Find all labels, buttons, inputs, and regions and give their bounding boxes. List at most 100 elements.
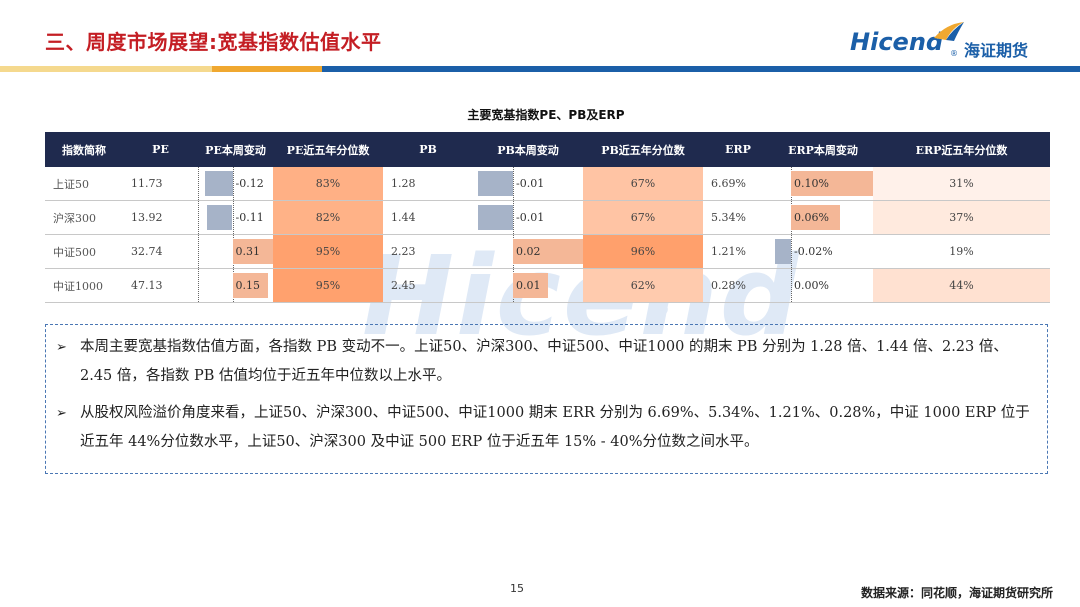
erp-change-bar bbox=[791, 171, 873, 196]
erp-change-cell: 0.06% bbox=[773, 200, 873, 235]
pb-change-bar bbox=[513, 273, 548, 298]
header-rule-orange bbox=[212, 66, 322, 72]
erp-percentile: 37% bbox=[873, 200, 1050, 235]
pe-change-cell: -0.11 bbox=[197, 200, 273, 235]
commentary-box: ➢ 本周主要宽基指数估值方面，各指数 PB 变动不一。上证50、沪深300、中证… bbox=[45, 324, 1048, 474]
watermark-reg: ® bbox=[654, 300, 670, 319]
pb-change-bar bbox=[513, 239, 583, 264]
header-rule-blue bbox=[322, 66, 1080, 72]
pe-change-axis bbox=[232, 201, 234, 234]
erp-percentile: 19% bbox=[873, 234, 1050, 269]
erp-change-cell: 0.00% bbox=[773, 268, 873, 303]
col-header: PE近五年分位数 bbox=[273, 132, 383, 167]
table-title: 主要宽基指数PE、PB及ERP bbox=[467, 108, 625, 122]
erp-change-value: 0.10% bbox=[794, 177, 829, 190]
col-header: ERP本周变动 bbox=[773, 132, 873, 167]
pe-percentile: 95% bbox=[273, 268, 383, 303]
erp-value: 5.34% bbox=[703, 200, 773, 235]
bullet-arrow-icon: ➢ bbox=[56, 406, 67, 421]
pb-change-cell: -0.01 bbox=[473, 200, 583, 235]
index-name: 中证500 bbox=[45, 234, 123, 269]
pe-change-value: 0.31 bbox=[235, 245, 261, 258]
erp-change-axis bbox=[791, 269, 792, 302]
erp-value: 6.69% bbox=[703, 167, 773, 201]
pe-value: 32.74 bbox=[123, 234, 198, 269]
table-row: 中证1000 47.13 0.15 95% 2.45 0.01 62% 0.28% 0.00% 4… bbox=[45, 268, 1050, 303]
pb-percentile: 62% bbox=[583, 268, 703, 303]
erp-change-value: 0.06% bbox=[794, 211, 829, 224]
logo-registered-mark: ® bbox=[950, 49, 958, 58]
col-header: PE本周变动 bbox=[198, 132, 273, 167]
logo-chinese-name: 海证期货 bbox=[964, 41, 1029, 60]
pb-value: 1.28 bbox=[383, 167, 473, 201]
pe-change-cell: 0.15 bbox=[197, 268, 273, 303]
pb-percentile: 96% bbox=[583, 234, 703, 269]
note-text: 从股权风险溢价角度来看，上证50、沪深300、中证500、中证1000 期末 E… bbox=[80, 405, 1030, 450]
pe-change-value: -0.12 bbox=[235, 177, 264, 190]
index-name: 沪深300 bbox=[45, 200, 123, 235]
erp-change-bar bbox=[774, 239, 791, 264]
commentary-note: ➢ 从股权风险溢价角度来看，上证50、沪深300、中证500、中证1000 期末… bbox=[56, 399, 1037, 457]
pe-change-axis bbox=[232, 167, 234, 200]
erp-percentile: 44% bbox=[873, 268, 1050, 303]
pe-percentile: 82% bbox=[273, 200, 383, 235]
table-row: 中证500 32.74 0.31 95% 2.23 0.02 96% 1.21% -0.02% 1… bbox=[45, 234, 1050, 269]
index-name: 上证50 bbox=[45, 167, 123, 201]
company-logo: Hicend ® 海证期货 bbox=[850, 22, 1055, 66]
pe-value: 11.73 bbox=[123, 167, 198, 201]
pb-change-axis bbox=[513, 201, 514, 234]
pb-change-cell: 0.01 bbox=[473, 268, 583, 303]
erp-change-value: 0.00% bbox=[794, 279, 829, 292]
pe-percentile: 83% bbox=[273, 167, 383, 201]
erp-change-value: -0.02% bbox=[794, 245, 833, 258]
erp-percentile: 31% bbox=[873, 167, 1050, 201]
col-header: ERP bbox=[703, 132, 773, 167]
pb-value: 1.44 bbox=[383, 200, 473, 235]
col-header: PB近五年分位数 bbox=[583, 132, 703, 167]
pe-change-value: -0.11 bbox=[235, 211, 264, 224]
page-title: 三、周度市场展望:宽基指数估值水平 bbox=[45, 30, 382, 54]
logo-swoosh-icon bbox=[934, 22, 964, 41]
pb-value: 2.45 bbox=[383, 268, 473, 303]
data-source: 数据来源：同花顺，海证期货研究所 bbox=[860, 586, 1053, 600]
logo-wordmark: Hicend bbox=[850, 28, 944, 56]
erp-change-cell: -0.02% bbox=[773, 234, 873, 269]
pe-value: 13.92 bbox=[123, 200, 198, 235]
pb-change-cell: -0.01 bbox=[473, 167, 583, 201]
pb-percentile: 67% bbox=[583, 200, 703, 235]
index-name: 中证1000 bbox=[45, 268, 123, 303]
table-row: 上证50 11.73 -0.12 83% 1.28 -0.01 67% 6.69% 0.10% 3… bbox=[45, 167, 1050, 201]
pb-change-value: 0.02 bbox=[516, 245, 541, 258]
erp-change-cell: 0.10% bbox=[773, 167, 873, 201]
col-header: PB bbox=[383, 132, 473, 167]
col-header: PE bbox=[123, 132, 198, 167]
pb-change-value: -0.01 bbox=[516, 177, 545, 190]
table-row: 沪深300 13.92 -0.11 82% 1.44 -0.01 67% 5.34% 0.06%… bbox=[45, 200, 1050, 235]
pb-change-cell: 0.02 bbox=[473, 234, 583, 269]
pe-value: 47.13 bbox=[123, 268, 198, 303]
header-rule-light bbox=[0, 66, 212, 72]
pe-change-bar bbox=[206, 205, 233, 230]
pe-change-cell: -0.12 bbox=[197, 167, 273, 201]
col-header: PB本周变动 bbox=[473, 132, 583, 167]
pb-change-bar bbox=[478, 171, 513, 196]
erp-value: 0.28% bbox=[703, 268, 773, 303]
pe-change-bar bbox=[232, 273, 268, 298]
pb-value: 2.23 bbox=[383, 234, 473, 269]
pb-change-bar bbox=[478, 205, 513, 230]
bullet-arrow-icon: ➢ bbox=[56, 340, 67, 355]
note-text: 本周主要宽基指数估值方面，各指数 PB 变动不一。上证50、沪深300、中证50… bbox=[80, 339, 1008, 384]
erp-change-bar bbox=[791, 205, 841, 230]
commentary-note: ➢ 本周主要宽基指数估值方面，各指数 PB 变动不一。上证50、沪深300、中证… bbox=[56, 333, 1037, 391]
pb-change-axis bbox=[513, 167, 514, 200]
pb-percentile: 67% bbox=[583, 167, 703, 201]
erp-change-axis bbox=[791, 235, 792, 268]
pe-change-value: 0.15 bbox=[235, 279, 261, 292]
page-number: 15 bbox=[510, 582, 524, 595]
pb-change-value: 0.01 bbox=[516, 279, 541, 292]
pe-percentile: 95% bbox=[273, 234, 383, 269]
pe-change-cell: 0.31 bbox=[197, 234, 274, 269]
table-header-row: 指数简称 PE PE本周变动 PE近五年分位数 PB PB本周变动 PB近五年分… bbox=[45, 132, 1050, 167]
pb-change-value: -0.01 bbox=[516, 211, 545, 224]
erp-value: 1.21% bbox=[703, 234, 773, 269]
